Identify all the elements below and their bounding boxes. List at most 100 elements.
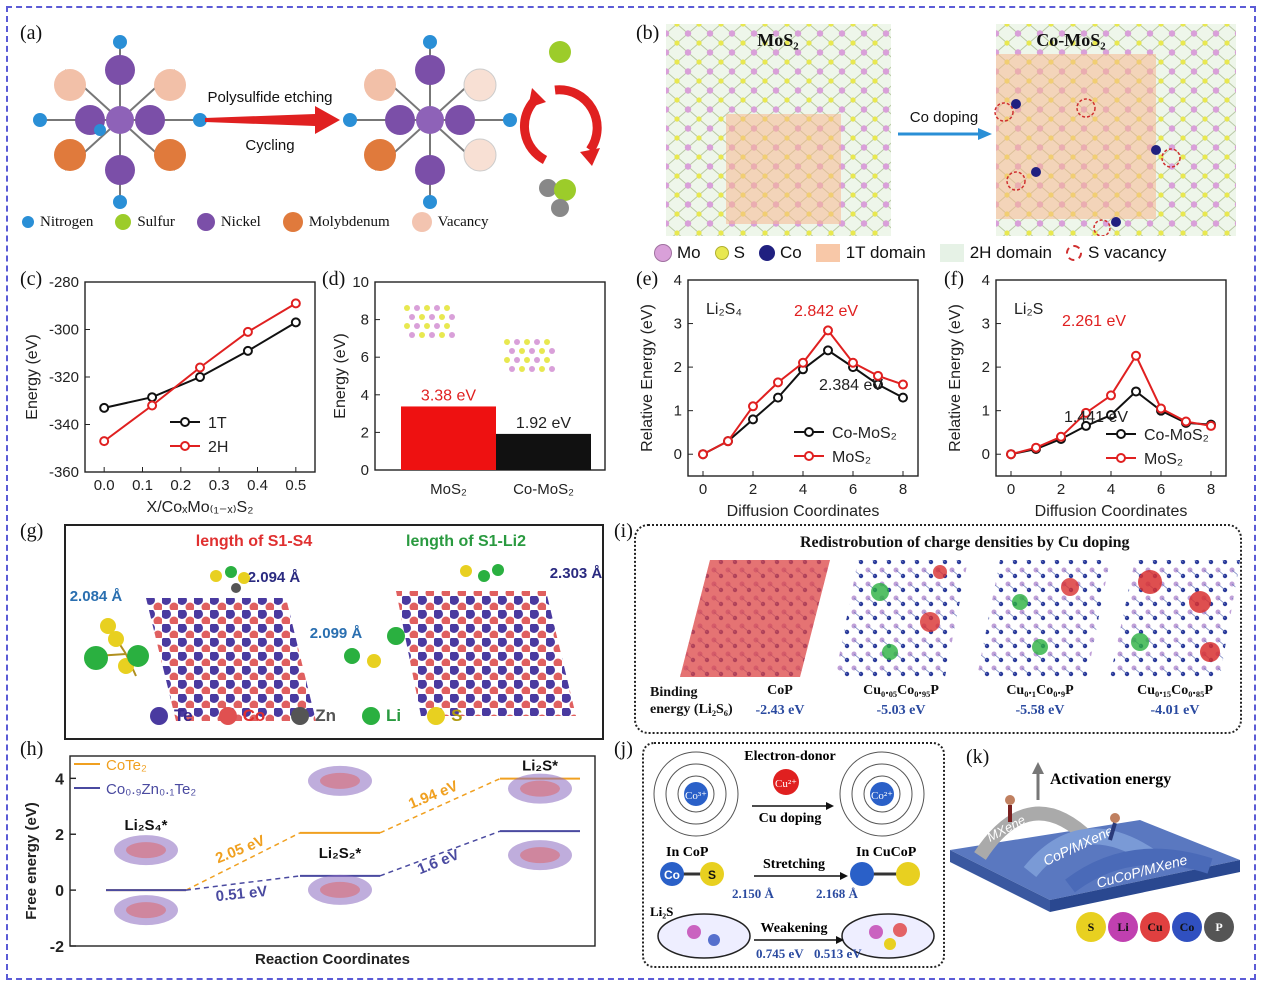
mos2-title: MoS₂ [757,30,798,50]
cycling-loop-icon [519,41,602,217]
cucop-hill [1065,848,1213,893]
slab-sketch-core [126,902,166,919]
legend-label: Co-MoS₂ [1144,427,1209,444]
energy-barrier-label: 1.94 eV [406,778,460,813]
bar-data-label: 1.92 eV [516,415,571,432]
legend-co: Co [758,243,802,263]
bond-length-2: 2.168 Å [816,886,859,901]
legend-label: Co₀.₉Zn₀.₁Te₂ [106,781,196,798]
atom-cu: Cu [1140,912,1170,942]
legend-marker [804,427,814,437]
atom-li: Li [1108,912,1138,942]
co-doping-arrow [898,128,992,140]
inset-atom [449,314,455,320]
g-title-right: length of S1-Li2 [406,533,526,550]
data-point [1156,403,1166,414]
co3-label: Co³⁺ [685,790,707,802]
adsorbed-cluster-left [210,566,250,593]
panel-f-chart: 0 1 2 3 4 0 2 4 6 8 Diffusion Coordinates Relative … [947,272,1227,520]
vacancy-swatch [411,212,432,232]
panel-label-b: (b) [636,22,660,44]
inset-atom [524,357,530,363]
track-base [950,820,1240,900]
slab-sketch-core [520,780,560,797]
data-point [1106,410,1116,421]
x-axis-label: Diffusion Coordinates [1035,503,1188,520]
legend-te: Te [150,706,193,726]
legend-vacancy: Vacancy [411,212,488,232]
li-swatch [362,707,381,725]
panel-h-chart: 4 2 0 -2 Free energy (eV) Reaction Coordinate… [23,755,596,968]
y-tick-label: 2 [361,424,369,441]
y-tick-label: -300 [49,322,79,339]
binding-energy-label: Binding energy (Li₂S₆) [650,685,733,717]
atom-co: Co [1172,912,1202,942]
y-axis-label: Free energy (eV) [23,802,40,920]
data-label: 2.261 eV [1062,313,1126,330]
inset-atom [509,366,515,372]
energy-1: 0.745 eV [756,946,804,961]
inset-atom [509,348,515,354]
inset-atom [544,357,550,363]
cu005-structure [835,560,968,677]
y-tick-label: -320 [49,369,79,386]
y-tick-label: 10 [352,274,369,291]
x-tick-label: 6 [1157,481,1165,498]
crystal-structure-left [33,35,207,209]
y-tick-label: 4 [361,387,369,404]
inset-atom [414,305,420,311]
inset-atom [419,332,425,338]
x-axis-label: X/CoₓMo₍₁₋ₓ₎S₂ [147,499,254,516]
x-tick-label: 8 [899,481,907,498]
y-tick-label: 8 [361,312,369,329]
y-tick-label: -360 [49,464,79,481]
y-tick-label: -280 [49,274,79,291]
x-axis-label: Reaction Coordinates [255,951,410,968]
cu005-item: Cu₀.₀₅Co₀.₉₅P -5.03 eV [863,683,939,718]
y-tick-label: 0 [361,462,369,479]
inset-atom [444,305,450,311]
transition-line-1 [185,875,301,891]
data-point [773,377,783,388]
inset-atom [444,323,450,329]
inset-atom [549,348,555,354]
y-tick-label: 4 [674,272,682,289]
legend-2h: 2H domain [939,243,1052,263]
co3-atom-left [653,751,739,837]
crystal-structure-right [343,35,517,209]
data-point [1106,390,1116,401]
data-point [290,317,301,328]
inset-atom [534,357,540,363]
g-co-swatch [218,707,237,725]
energy-barrier-label: 2.05 eV [213,832,267,867]
x-tick-label: 0.5 [285,477,306,494]
co-swatch [758,245,775,261]
x-tick-label: 0.2 [170,477,191,494]
slab-sketch-core [126,842,166,859]
legend-label: CoTe₂ [106,757,147,774]
g-value-1: 2.084 Å [70,588,123,605]
legend-marker [180,441,190,451]
cop-hill [1023,828,1155,878]
inset-atom [529,366,535,372]
inset-atom [424,323,430,329]
legend-marker [804,451,814,461]
co-dopant-markers [1011,99,1161,227]
data-point [1131,350,1141,361]
co-mos2-title: Co-MoS₂ [1036,30,1105,50]
figure-frame [6,6,1256,980]
state-label: Li₂S₂* [319,845,362,862]
legend-label: MoS₂ [832,449,871,466]
li2s-label: Li₂S [650,904,673,919]
panel-label-c: (c) [20,268,43,290]
li2s-cluster-right [841,913,935,959]
data-label: 1.441 eV [1064,409,1128,426]
data-point [873,370,883,381]
2h-swatch [939,244,964,262]
legend-nitrogen: Nitrogen [22,212,93,232]
inset-atom [529,348,535,354]
in-cop-label: In CoP [666,845,709,860]
bar-0 [401,406,496,470]
x-tick-label: 0.4 [247,477,268,494]
y-tick-label: 4 [55,771,64,788]
